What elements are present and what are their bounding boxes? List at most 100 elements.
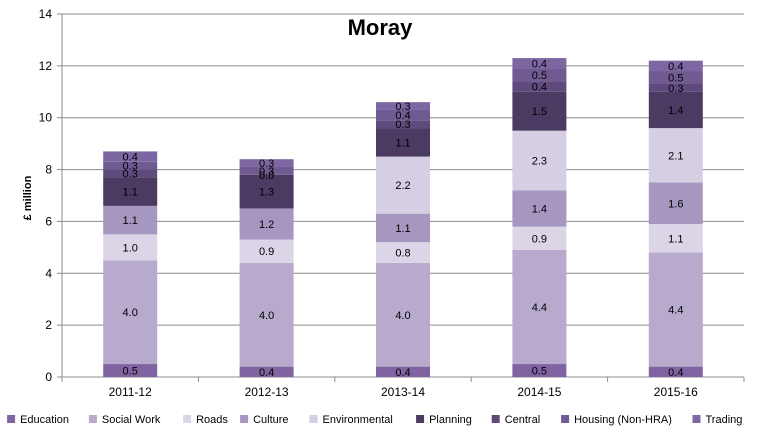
- data-label: 1.1: [395, 223, 410, 235]
- y-tick-label: 10: [39, 111, 53, 125]
- data-label: 0.4: [395, 367, 410, 379]
- bar-segment: [239, 174, 294, 209]
- bar-segment: [239, 208, 294, 240]
- y-tick-label: 12: [39, 59, 53, 73]
- data-label: 0.4: [532, 58, 547, 70]
- data-label: 0.5: [532, 70, 547, 82]
- bar-segment: [376, 128, 430, 157]
- data-label: 0.3: [668, 83, 683, 95]
- bar-segment: [376, 156, 430, 214]
- bar-segment: [376, 366, 430, 377]
- legend-label: Culture: [253, 414, 288, 426]
- y-tick-label: 4: [45, 266, 52, 280]
- bar-segment: [103, 364, 158, 377]
- bar-segment: [103, 161, 158, 170]
- y-axis-label: £ million: [22, 175, 34, 220]
- bar-segment: [239, 159, 294, 167]
- legend-label: Roads: [196, 414, 228, 426]
- bar-segment: [648, 366, 703, 377]
- data-label: 0.3: [123, 161, 138, 173]
- bar-segment: [103, 205, 158, 235]
- data-label: 4.4: [668, 305, 683, 317]
- legend-label: Social Work: [102, 414, 161, 426]
- data-label: 2.2: [395, 180, 410, 192]
- legend-label: Housing (Non-HRA): [574, 414, 672, 426]
- data-label: 0.3: [259, 166, 274, 178]
- data-label: 0.9: [532, 233, 547, 245]
- data-label: 2.1: [668, 150, 683, 162]
- legend-swatch: [416, 415, 425, 423]
- bar-segment: [103, 234, 158, 261]
- bar-segment: [648, 71, 703, 85]
- data-label: 1.3: [259, 187, 274, 199]
- data-label: 1.0: [123, 242, 138, 254]
- data-label: 0.3: [259, 158, 274, 170]
- data-label: 1.1: [123, 215, 138, 227]
- data-label: 1.6: [668, 198, 683, 210]
- x-tick-label: 2015-16: [654, 385, 698, 399]
- bar-segment: [512, 91, 567, 131]
- bar-segment: [376, 213, 430, 243]
- data-label: 0.9: [259, 246, 274, 258]
- bar-segment: [239, 366, 294, 377]
- bar-segment: [512, 68, 567, 82]
- bar-segment: [376, 242, 430, 263]
- bar-segment: [648, 252, 703, 367]
- data-label: 0.4: [668, 367, 683, 379]
- bar-segment: [376, 120, 430, 129]
- bar-segment: [376, 262, 430, 367]
- x-tick-label: 2011-12: [109, 385, 152, 399]
- y-tick-label: 14: [39, 7, 53, 21]
- bar-segment: [239, 262, 294, 367]
- legend-swatch: [561, 415, 570, 423]
- bar-segment: [648, 182, 703, 225]
- bars: [103, 58, 703, 377]
- data-label: 2.3: [532, 155, 547, 167]
- data-label: 1.1: [668, 233, 683, 245]
- legend-swatch: [309, 415, 318, 423]
- legend-label: Planning: [429, 414, 472, 426]
- data-label: 0.3: [123, 168, 138, 180]
- data-label: 0.3: [395, 101, 410, 113]
- legend-swatch: [692, 415, 701, 423]
- data-label: 4.0: [395, 310, 410, 322]
- data-label: 1.1: [123, 187, 138, 199]
- bar-segment: [103, 177, 158, 206]
- y-tick-label: 8: [45, 163, 52, 177]
- data-label: 0.5: [668, 73, 683, 85]
- x-tick-label: 2014-15: [517, 385, 561, 399]
- bar-segment: [103, 151, 158, 162]
- data-label: 1.5: [532, 106, 547, 118]
- data-label: 0.5: [123, 366, 138, 378]
- bar-segment: [648, 91, 703, 129]
- y-tick-label: 6: [45, 214, 52, 228]
- legend-swatch: [491, 415, 500, 423]
- data-label: 0.5: [532, 366, 547, 378]
- data-label: 4.4: [532, 302, 547, 314]
- legend: Education Social Work Roads Culture Environm…: [7, 414, 742, 426]
- legend-swatch: [240, 415, 249, 423]
- bar-segment: [103, 260, 158, 365]
- bar-segment: [648, 60, 703, 72]
- y-tick-label: 0: [45, 370, 52, 384]
- data-label: 0.4: [668, 61, 683, 73]
- bar-segment: [648, 224, 703, 253]
- data-label: 1.1: [395, 137, 410, 149]
- data-label: 1.2: [259, 219, 274, 231]
- legend-swatch: [7, 415, 16, 423]
- data-label: 4.0: [259, 310, 274, 322]
- bar-segment: [512, 58, 567, 69]
- data-label: 4.0: [123, 307, 138, 319]
- legend-label: Education: [20, 414, 69, 426]
- bar-segment: [376, 109, 430, 121]
- legend-swatch: [88, 415, 97, 423]
- data-label: 0.4: [395, 110, 410, 122]
- bar-segment: [239, 239, 294, 263]
- data-label: 0.8: [395, 248, 410, 260]
- legend-swatch: [183, 415, 192, 423]
- data-label: 0.4: [259, 367, 274, 379]
- bar-segment: [512, 190, 567, 227]
- bar-segment: [512, 130, 567, 191]
